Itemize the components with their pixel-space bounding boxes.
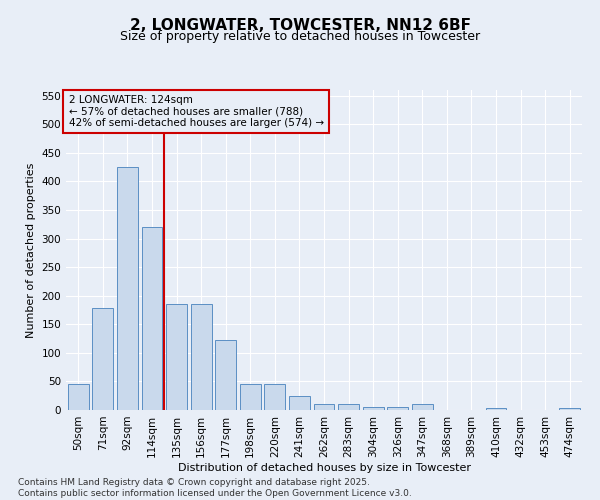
Bar: [314, 404, 334, 410]
Bar: [117, 167, 138, 410]
Bar: [387, 407, 408, 410]
Bar: [265, 384, 286, 410]
Bar: [240, 384, 261, 410]
X-axis label: Distribution of detached houses by size in Towcester: Distribution of detached houses by size …: [178, 462, 470, 472]
Text: Contains HM Land Registry data © Crown copyright and database right 2025.
Contai: Contains HM Land Registry data © Crown c…: [18, 478, 412, 498]
Bar: [362, 406, 383, 410]
Y-axis label: Number of detached properties: Number of detached properties: [26, 162, 36, 338]
Bar: [68, 384, 89, 410]
Bar: [559, 408, 580, 410]
Bar: [166, 304, 187, 410]
Bar: [289, 396, 310, 410]
Bar: [142, 227, 163, 410]
Bar: [191, 304, 212, 410]
Bar: [92, 308, 113, 410]
Text: 2 LONGWATER: 124sqm
← 57% of detached houses are smaller (788)
42% of semi-detac: 2 LONGWATER: 124sqm ← 57% of detached ho…: [68, 95, 324, 128]
Bar: [412, 404, 433, 410]
Bar: [485, 408, 506, 410]
Bar: [338, 404, 359, 410]
Bar: [215, 340, 236, 410]
Text: 2, LONGWATER, TOWCESTER, NN12 6BF: 2, LONGWATER, TOWCESTER, NN12 6BF: [130, 18, 470, 32]
Text: Size of property relative to detached houses in Towcester: Size of property relative to detached ho…: [120, 30, 480, 43]
